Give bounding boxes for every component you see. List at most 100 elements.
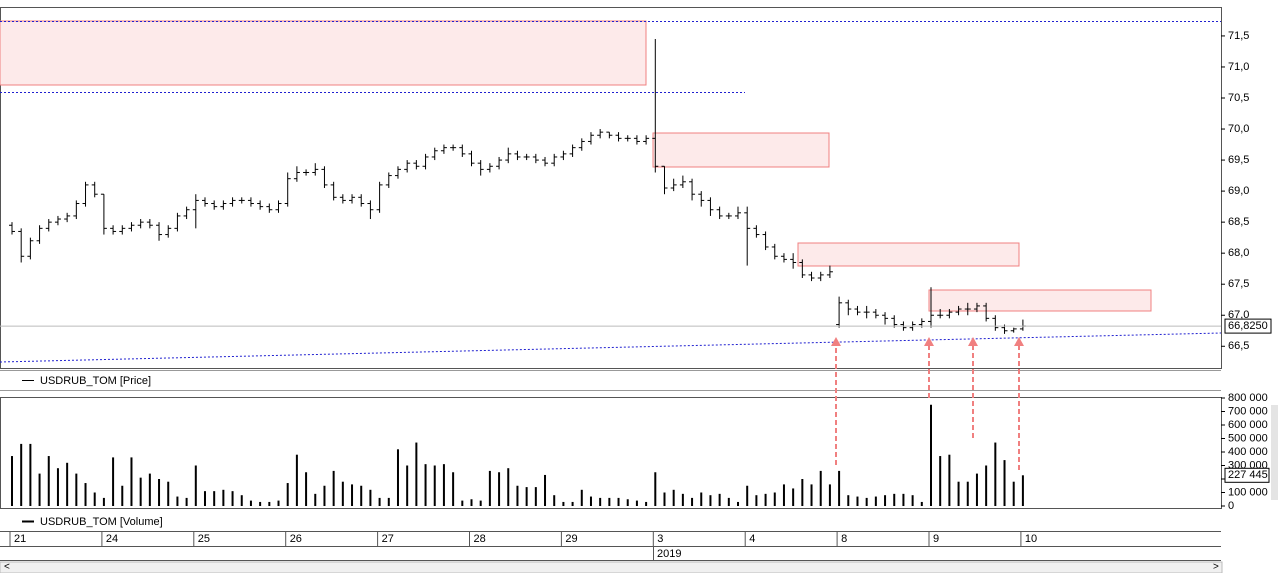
volume-bar bbox=[66, 462, 69, 506]
volume-bar bbox=[29, 443, 32, 506]
x-tick-label: 24 bbox=[106, 533, 118, 545]
x-tick-label: 25 bbox=[198, 533, 210, 545]
volume-bar bbox=[259, 501, 262, 506]
volume-bar bbox=[571, 501, 574, 506]
volume-bar bbox=[838, 470, 841, 506]
trend-line bbox=[0, 332, 1222, 363]
arrowhead bbox=[831, 337, 841, 346]
volume-bar bbox=[231, 491, 234, 506]
price-panel bbox=[0, 7, 1222, 369]
volume-bar bbox=[764, 493, 767, 506]
volume-bar bbox=[305, 472, 308, 506]
volume-bar bbox=[856, 496, 859, 506]
y-tick-label: 67,5 bbox=[1228, 278, 1249, 290]
volume-bar bbox=[746, 485, 749, 506]
zone bbox=[797, 242, 1020, 267]
y-tick-label: 700 000 bbox=[1228, 405, 1268, 417]
volume-panel bbox=[0, 397, 1222, 509]
volume-bar bbox=[709, 495, 712, 506]
volume-bar bbox=[314, 493, 317, 506]
volume-bar bbox=[562, 501, 565, 506]
volume-bar bbox=[332, 470, 335, 506]
y-tick-label: 600 000 bbox=[1228, 419, 1268, 431]
year-label: 2019 bbox=[657, 548, 681, 560]
zone bbox=[928, 289, 1152, 312]
arrowhead bbox=[1014, 337, 1024, 346]
x-tick-label: 4 bbox=[749, 533, 755, 545]
volume-bar bbox=[360, 485, 363, 506]
volume-bar bbox=[176, 496, 179, 506]
volume-bar bbox=[599, 497, 602, 506]
volume-bar bbox=[663, 492, 666, 506]
h-scrollbar[interactable] bbox=[0, 561, 1223, 573]
volume-bar bbox=[433, 465, 436, 506]
volume-bar bbox=[801, 479, 804, 506]
x-tick-label: 10 bbox=[1025, 533, 1037, 545]
volume-bar bbox=[222, 489, 225, 506]
volume-bar bbox=[580, 489, 583, 506]
volume-bar bbox=[249, 500, 252, 506]
volume-bar bbox=[158, 479, 161, 506]
volume-bar bbox=[516, 485, 519, 506]
volume-bar bbox=[534, 487, 537, 506]
volume-bar bbox=[1003, 460, 1006, 506]
volume-bar bbox=[84, 483, 87, 506]
scroll-left[interactable]: < bbox=[4, 562, 10, 573]
volume-bar bbox=[994, 442, 997, 506]
y-tick-label: 400 000 bbox=[1228, 446, 1268, 458]
volume-bar bbox=[617, 497, 620, 506]
x-tick-label: 3 bbox=[657, 533, 663, 545]
volume-bar bbox=[810, 484, 813, 506]
y-tick-label: 800 000 bbox=[1228, 392, 1268, 404]
volume-bar bbox=[874, 496, 877, 506]
volume-bar bbox=[755, 495, 758, 506]
last-price-box bbox=[1224, 318, 1272, 334]
volume-bar bbox=[93, 492, 96, 506]
volume-bar bbox=[654, 472, 657, 506]
y-tick-label: 71,0 bbox=[1228, 61, 1249, 73]
volume-bar bbox=[507, 468, 510, 506]
y-tick-label: 67,0 bbox=[1228, 309, 1249, 321]
y-tick-label: 69,0 bbox=[1228, 185, 1249, 197]
volume-bar bbox=[645, 501, 648, 506]
volume-bar bbox=[957, 481, 960, 506]
volume-bar bbox=[240, 495, 243, 506]
volume-bar bbox=[865, 497, 868, 506]
last-volume-label: 227 445 bbox=[1228, 469, 1268, 481]
volume-bar bbox=[369, 489, 372, 506]
volume-bar bbox=[498, 472, 501, 506]
volume-bar bbox=[11, 456, 13, 506]
volume-bar bbox=[452, 472, 455, 506]
volume-bar bbox=[470, 499, 473, 506]
volume-bar bbox=[139, 477, 142, 506]
volume-bar bbox=[966, 481, 969, 506]
volume-bar bbox=[323, 485, 326, 506]
scroll-right[interactable]: > bbox=[1213, 562, 1219, 573]
legend-label: USDRUB_TOM [Price] bbox=[40, 375, 151, 387]
x-tick-label: 27 bbox=[382, 533, 394, 545]
zone bbox=[652, 132, 830, 168]
volume-bar bbox=[727, 497, 730, 506]
volume-bar bbox=[847, 495, 850, 506]
volume-bar bbox=[185, 497, 188, 506]
volume-bar bbox=[148, 473, 151, 506]
volume-bar bbox=[819, 470, 822, 506]
volume-bar bbox=[1021, 475, 1024, 506]
volume-bar bbox=[635, 500, 638, 506]
volume-bar bbox=[782, 484, 785, 506]
volume-bar bbox=[479, 500, 482, 506]
arrowhead bbox=[924, 337, 934, 346]
volume-bar bbox=[378, 497, 381, 506]
volume-bar bbox=[948, 454, 951, 506]
v-scrollbar[interactable] bbox=[1271, 405, 1278, 500]
volume-bar bbox=[387, 497, 390, 506]
y-tick-label: 69,5 bbox=[1228, 154, 1249, 166]
x-tick-label: 26 bbox=[290, 533, 302, 545]
volume-bar bbox=[700, 492, 703, 506]
x-tick-label: 21 bbox=[14, 533, 26, 545]
volume-bar bbox=[691, 497, 694, 506]
volume-bar bbox=[544, 474, 547, 506]
y-tick-label: 100 000 bbox=[1228, 486, 1268, 498]
